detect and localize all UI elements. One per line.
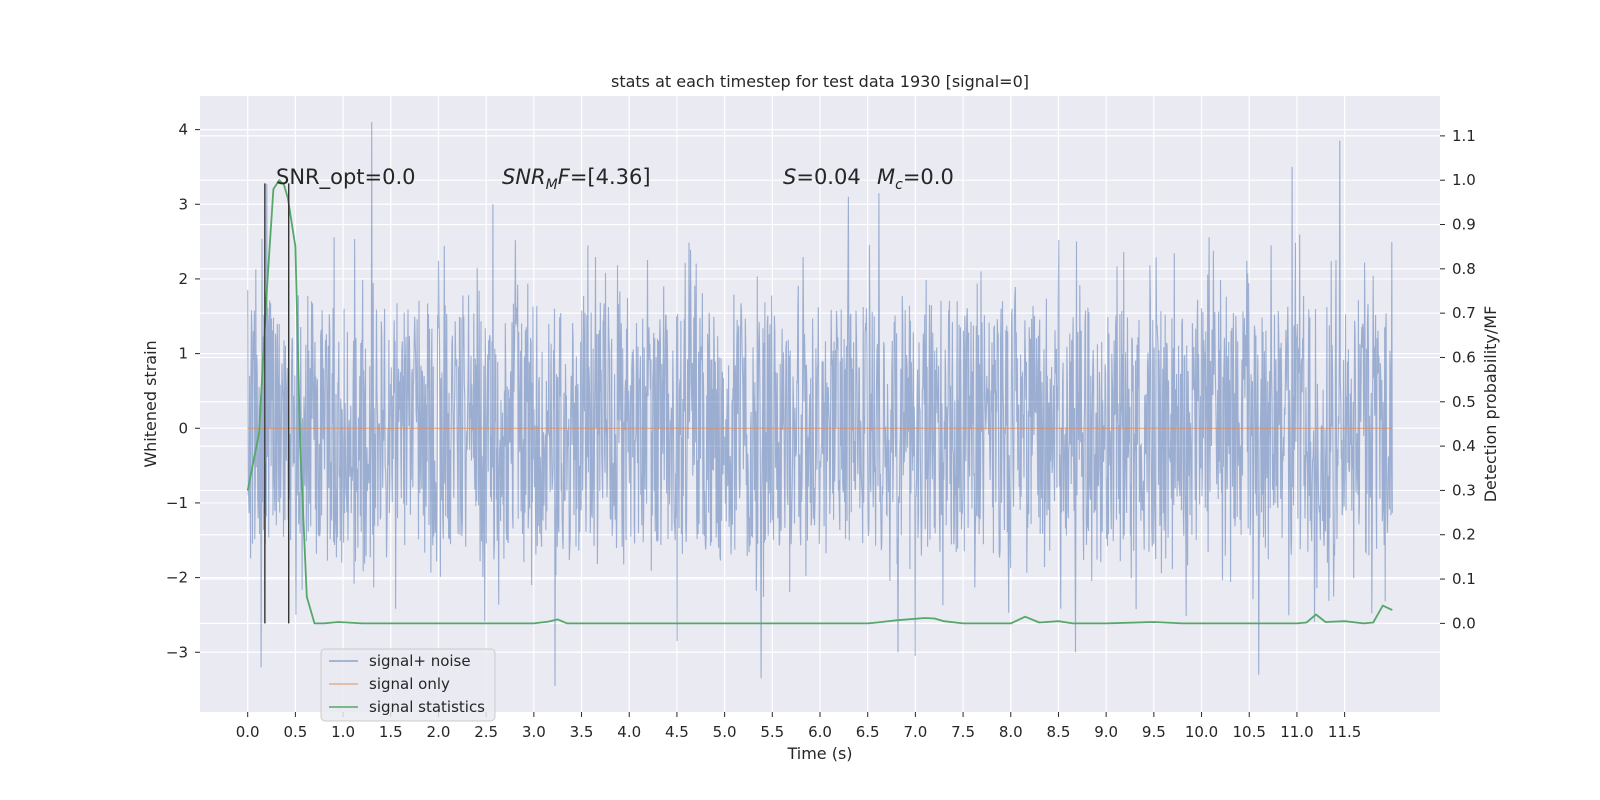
signal-statistics-line: [246, 179, 1393, 625]
x-tick-label: 6.5: [856, 723, 880, 741]
y-right-tick-label: 0.8: [1452, 260, 1476, 278]
annotation-s-rest: =0.04: [796, 165, 860, 189]
x-tick-label: 10.0: [1185, 723, 1218, 741]
x-tick-label: 3.0: [522, 723, 546, 741]
y-axis-left-ticks: 4 3 2 1 0 −1 −2 −3: [166, 121, 200, 661]
time-markers: [264, 183, 290, 624]
x-axis-label: Time (s): [786, 744, 852, 763]
x-tick-label: 2.0: [427, 723, 451, 741]
x-tick-label: 4.0: [617, 723, 641, 741]
y-right-tick-label: 1.0: [1452, 171, 1476, 189]
y-right-tick-label: 0.5: [1452, 393, 1476, 411]
y-axis-right-ticks: 1.1 1.0 0.9 0.8 0.7 0.6 0.5 0.4 0.3 0.2 0.1 0.0: [1440, 127, 1476, 632]
y-right-tick-label: 0.0: [1452, 614, 1476, 632]
legend: signal+ noise signal only signal statist…: [320, 648, 496, 722]
x-tick-label: 10.5: [1233, 723, 1266, 741]
y-left-tick-label: 1: [178, 345, 188, 363]
y-left-tick-label: 0: [178, 419, 188, 437]
annotation-snr-mf-base: SNR: [502, 165, 546, 189]
annotation-mc-sub: c: [895, 177, 903, 193]
y-left-tick-label: −3: [166, 643, 188, 661]
y-left-tick-label: 2: [178, 270, 188, 288]
x-tick-label: 1.5: [379, 723, 403, 741]
y-right-tick-label: 1.1: [1452, 127, 1476, 145]
y-right-tick-label: 0.1: [1452, 570, 1476, 588]
chart-title: stats at each timestep for test data 193…: [611, 72, 1029, 91]
legend-label-signal-statistics: signal statistics: [369, 698, 485, 716]
y-right-tick-label: 0.2: [1452, 526, 1476, 544]
series-signal-statistics: [246, 179, 1393, 625]
annotation-snr-mf: SNRMF=[4.36]: [502, 165, 651, 193]
y-left-tick-label: −2: [166, 569, 188, 587]
x-tick-label: 1.0: [331, 723, 355, 741]
y-right-tick-label: 0.6: [1452, 348, 1476, 366]
y-left-tick-label: 4: [178, 121, 188, 139]
x-tick-label: 11.0: [1280, 723, 1313, 741]
annotation-snr-opt: SNR_opt=0.0: [276, 165, 416, 190]
legend-item-signal-noise: signal+ noise: [329, 652, 471, 670]
x-tick-label: 7.0: [903, 723, 927, 741]
x-tick-label: 0.0: [236, 723, 260, 741]
annotation-mc: Mc=0.0: [877, 165, 954, 193]
annotation-snr-mf-rest-italic: F: [558, 165, 571, 189]
x-axis-ticks: 0.0 0.5 1.0 1.5 2.0 2.5 3.0 3.5 4.0 4.5 5.0 5.5 6.0 6…: [236, 712, 1361, 741]
y-right-tick-label: 0.7: [1452, 304, 1476, 322]
legend-label-signal-only: signal only: [369, 675, 450, 693]
annotation-mc-var: M: [877, 165, 895, 189]
legend-box: [320, 648, 496, 722]
x-tick-label: 5.5: [760, 723, 784, 741]
y-right-tick-label: 0.9: [1452, 216, 1476, 234]
y-axis-left-label: Whitened strain: [141, 340, 160, 467]
x-tick-label: 0.5: [283, 723, 307, 741]
x-tick-label: 7.5: [951, 723, 975, 741]
series-signal-noise: [247, 122, 1393, 686]
x-tick-label: 4.5: [665, 723, 689, 741]
annotation-mc-rest: =0.0: [903, 165, 954, 189]
x-tick-label: 9.0: [1094, 723, 1118, 741]
y-right-tick-label: 0.3: [1452, 481, 1476, 499]
signal-noise-line: [247, 122, 1393, 686]
legend-label-signal-noise: signal+ noise: [369, 652, 471, 670]
x-tick-label: 2.5: [474, 723, 498, 741]
annotation-s-var: S: [783, 165, 796, 189]
x-tick-label: 11.5: [1328, 723, 1361, 741]
y-right-tick-label: 0.4: [1452, 437, 1476, 455]
y-left-tick-label: 3: [178, 195, 188, 213]
x-tick-label: 6.0: [808, 723, 832, 741]
annotation-snr-mf-rest: =[4.36]: [570, 165, 651, 189]
legend-item-signal-statistics: signal statistics: [329, 698, 485, 716]
y-axis-right-label: Detection probability/MF: [1481, 306, 1500, 503]
x-tick-label: 5.0: [713, 723, 737, 741]
annotation-snr-mf-sub: M: [546, 177, 558, 193]
x-tick-label: 9.5: [1142, 723, 1166, 741]
x-tick-label: 3.5: [570, 723, 594, 741]
annotation-s: S=0.04: [783, 165, 861, 189]
y-left-tick-label: −1: [166, 494, 188, 512]
x-tick-label: 8.0: [999, 723, 1023, 741]
legend-item-signal-only: signal only: [329, 675, 450, 693]
x-tick-label: 8.5: [1047, 723, 1071, 741]
